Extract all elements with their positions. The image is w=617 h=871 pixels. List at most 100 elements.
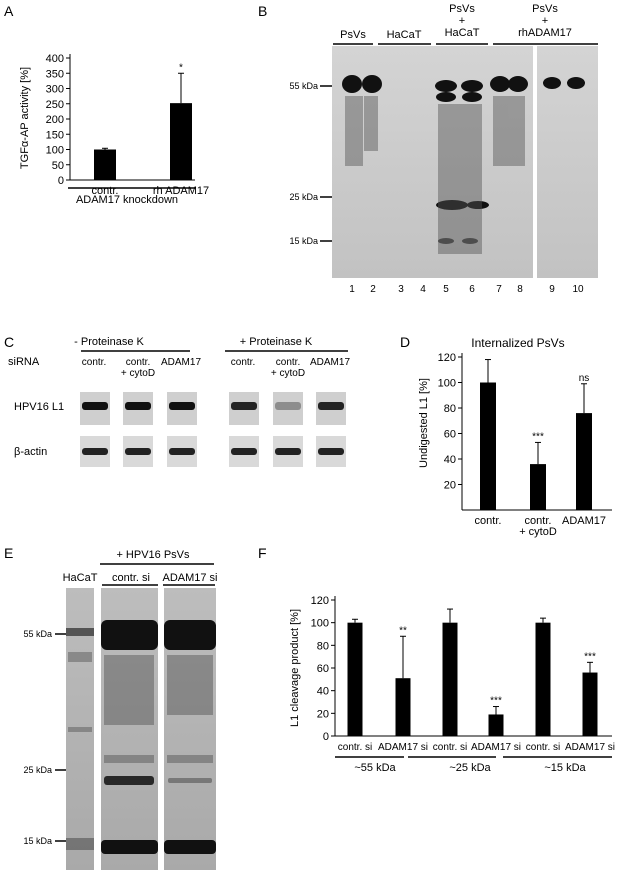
panel-letter-a: A xyxy=(4,3,14,19)
blot-b-lane-number: 1 xyxy=(349,284,355,295)
band xyxy=(467,201,489,209)
significance-label: ns xyxy=(579,373,590,384)
bar xyxy=(347,622,363,736)
x-category-label-line: contr. xyxy=(92,185,119,197)
band xyxy=(342,75,362,93)
blot-b-lane-number: 3 xyxy=(398,284,404,295)
chart-a-ylabel: TGFα-AP activity [%] xyxy=(19,67,31,169)
y-tick-label: 100 xyxy=(438,378,456,390)
bar xyxy=(480,382,496,510)
blot-c-group-plus: + Proteinase K xyxy=(240,336,313,348)
chart-a: TGFα-AP activity [%] ADAM17 knockdown 0 5… xyxy=(19,53,209,206)
band xyxy=(318,448,344,455)
blot-c-lane-label: contr. + cytoD xyxy=(271,357,305,379)
smear xyxy=(68,727,92,732)
bar xyxy=(395,678,411,736)
y-tick-label: 400 xyxy=(46,53,64,65)
y-tick-label: 100 xyxy=(311,618,329,630)
blot-b-lane-number: 9 xyxy=(549,284,555,295)
significance-label: * xyxy=(179,62,183,73)
significance-label: *** xyxy=(584,651,596,662)
y-tick-label: 0 xyxy=(58,175,64,187)
band xyxy=(101,620,158,650)
x-category-label-line: ADAM17 si xyxy=(565,742,615,753)
bar xyxy=(582,672,598,736)
y-tick-label: 300 xyxy=(46,84,64,96)
blot-b-header-psvs-hacat: PsVs + HaCaT xyxy=(445,3,480,39)
blot-e-marker-55: 55 kDa xyxy=(23,629,52,639)
x-category-label-line: contr. si xyxy=(526,742,560,753)
blot-b-header-psvs-rhadam17-line: rhADAM17 xyxy=(518,27,572,39)
chart-d-ylabel: Undigested L1 [%] xyxy=(418,378,430,468)
chart-f-group-label: ~25 kDa xyxy=(449,762,491,774)
panel-letter-b: B xyxy=(258,3,267,19)
bar xyxy=(170,103,192,180)
blot-b-header-hacat: HaCaT xyxy=(387,29,422,41)
blot-b-lane-number: 2 xyxy=(370,284,376,295)
x-category-label: contr. + cytoD xyxy=(519,515,557,538)
band xyxy=(66,838,94,850)
smear xyxy=(493,96,525,166)
band xyxy=(438,238,454,244)
band xyxy=(125,448,151,455)
chart-a-group-label: ADAM17 knockdown xyxy=(76,194,178,206)
band xyxy=(508,76,528,92)
blot-b: PsVs HaCaT 55 kDa 25 kDa 15 kDa xyxy=(289,3,598,295)
smear xyxy=(104,655,154,725)
band xyxy=(169,402,195,410)
band xyxy=(231,402,257,410)
chart-d-title: Internalized PsVs xyxy=(471,336,564,350)
blot-b-header-psvs-rhadam17-line: PsVs xyxy=(532,3,558,15)
blot-b-lane-number: 10 xyxy=(572,284,584,295)
x-category-label: rh ADAM17 xyxy=(153,185,209,197)
y-tick-label: 80 xyxy=(317,640,329,652)
y-tick-label: 100 xyxy=(46,145,64,157)
x-category-label: contr. si xyxy=(338,742,372,753)
blot-c-lane-label: contr. xyxy=(231,357,255,368)
blot-c-gels xyxy=(80,392,346,467)
chart-f: L1 cleavage product [%] 0 20 40 60 80 100 120 c… xyxy=(289,595,615,774)
band xyxy=(66,628,94,636)
x-category-label: ADAM17 xyxy=(562,515,606,527)
y-tick-label: 350 xyxy=(46,68,64,80)
band xyxy=(164,840,216,854)
smear xyxy=(104,755,154,763)
blot-c-lane-label: contr. + cytoD xyxy=(121,357,155,379)
y-tick-label: 0 xyxy=(323,731,329,743)
blot-c-row-actin: β-actin xyxy=(14,446,47,458)
y-tick-label: 50 xyxy=(52,160,64,172)
blot-e-lane-hacat: HaCaT xyxy=(63,572,98,584)
bar xyxy=(94,149,116,180)
blot-c-l1-strip xyxy=(273,392,303,425)
x-category-label: contr. si xyxy=(433,742,467,753)
x-category-label-line: rh ADAM17 xyxy=(153,185,209,197)
x-category-label: contr. xyxy=(92,185,119,197)
y-tick-label: 80 xyxy=(444,403,456,415)
y-tick-label: 250 xyxy=(46,99,64,111)
blot-e-bands xyxy=(66,620,216,854)
blot-e-group-label: + HPV16 PsVs xyxy=(116,549,190,561)
band xyxy=(436,92,456,102)
blot-c-lane-label-line: + cytoD xyxy=(121,368,155,379)
blot-e-lane-contr: contr. si xyxy=(112,572,150,584)
band xyxy=(462,92,482,102)
smear xyxy=(167,655,213,715)
chart-d: Internalized PsVs Undigested L1 [%] 20 40… xyxy=(418,336,612,538)
significance-label: *** xyxy=(532,431,544,442)
panel-letter-f: F xyxy=(258,545,267,561)
blot-c-lane-label-line: contr. xyxy=(126,357,150,368)
blot-e: + HPV16 PsVs HaCaT contr. si ADAM17 si xyxy=(23,549,218,870)
bar xyxy=(442,622,458,736)
y-tick-label: 200 xyxy=(46,114,64,126)
blot-b-header-psvs-hacat-line: + xyxy=(459,15,465,27)
band xyxy=(362,75,382,93)
band xyxy=(82,448,108,455)
bar xyxy=(488,714,504,736)
blot-b-lane-numbers: 1 2 3 4 5 6 7 8 9 10 xyxy=(349,284,584,295)
smear xyxy=(345,96,363,166)
y-tick-label: 20 xyxy=(444,480,456,492)
blot-b-lane-number: 8 xyxy=(517,284,523,295)
blot-b-header-psvs-hacat-line: PsVs xyxy=(449,3,475,15)
y-tick-label: 60 xyxy=(317,663,329,675)
